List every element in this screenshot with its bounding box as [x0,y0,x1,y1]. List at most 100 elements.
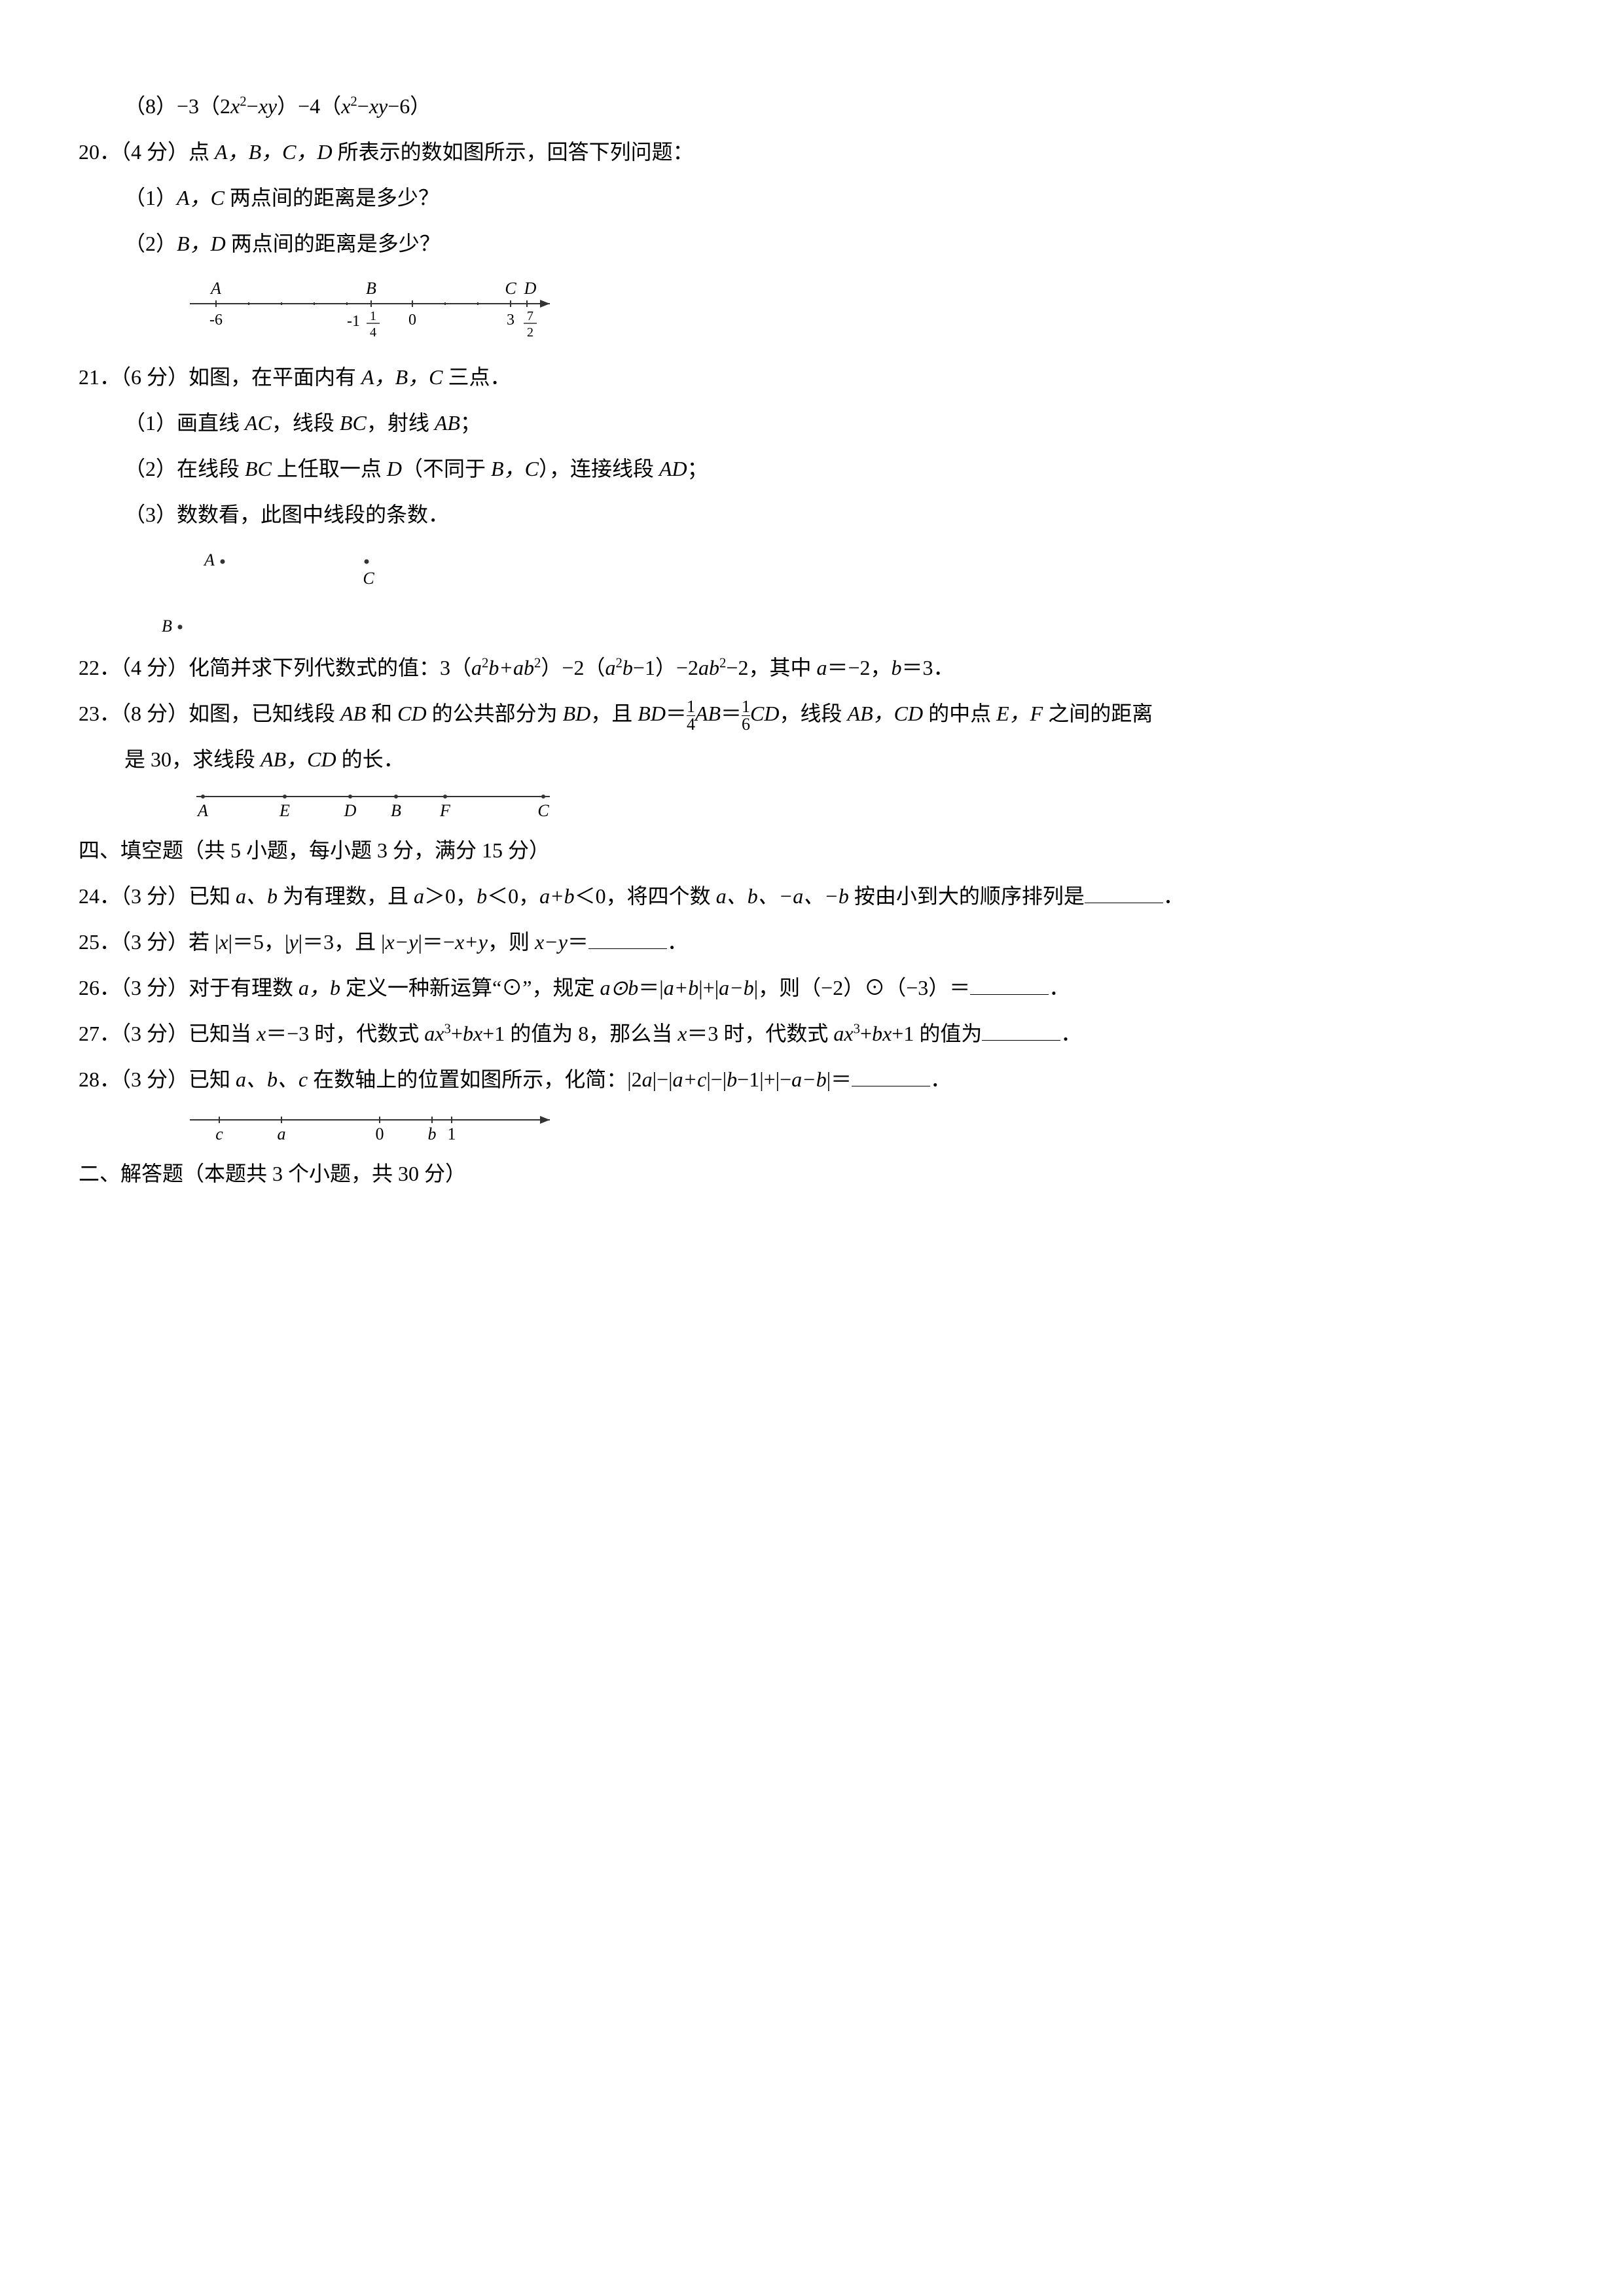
t: ＜0，将四个数 [575,884,711,908]
t: A，C [177,186,225,209]
t: a [816,656,827,679]
label-B: B [162,617,172,636]
section4: 四、填空题（共 5 小题，每小题 3 分，满分 15 分） [79,829,1545,871]
t: ＝3 时，代数式 [687,1022,828,1045]
t: b [623,656,633,679]
t: 是 30，求线段 [124,747,255,771]
t: ＝−2， [827,656,891,679]
label-3: 3 [507,312,514,329]
t: a−b [719,976,754,999]
t: 三点． [448,365,511,389]
label-A: A [209,279,221,298]
t: （2） [124,232,177,255]
t: a+b [539,884,575,908]
t: 23．（8 分）如图，已知线段 [79,702,335,725]
q20-s2: （2）B，D 两点间的距离是多少？ [79,223,1545,264]
label-B: B [366,279,376,298]
t: ； [460,411,481,435]
t: −2，其中 [726,656,811,679]
t: BC [245,457,272,480]
q23-figure: A E D B F C [183,787,1545,823]
t: + [860,1022,872,1045]
t: − [357,94,369,118]
t: |+| [698,976,719,999]
t: b [428,1124,437,1143]
t: ＝ [721,702,742,725]
t: A，B，C，D [215,140,333,164]
t: CD [397,702,426,725]
t: ． [930,1067,951,1091]
t: B，D [177,232,226,255]
t: ax [424,1022,444,1045]
q25: 25．（3 分）若 |x|＝5，|y|＝3，且 |x−y|＝−x+y，则 x−y… [79,921,1545,963]
t: 0 [376,1124,384,1143]
t: x [257,1022,266,1045]
t: D [344,801,357,820]
blank[interactable] [982,1019,1060,1041]
t: 两点间的距离是多少？ [231,232,441,255]
t: 24．（3 分）已知 [79,884,230,908]
blank[interactable] [970,973,1049,995]
blank[interactable] [852,1065,930,1086]
t: 26．（3 分）对于有理数 [79,976,293,999]
t: 22．（4 分）化简并求下列代数式的值：3（ [79,656,471,679]
t: bx [463,1022,482,1045]
t: ． [1060,1022,1081,1045]
t: （1） [124,186,177,209]
t: ），连接线段 [539,457,654,480]
t: 1 [742,697,750,716]
t: ＝ [666,702,687,725]
t: + [451,1022,463,1045]
t: b [727,1067,737,1091]
t: −1）−2 [633,656,698,679]
t: |−| [653,1067,673,1091]
t: |，则（−2）⊙（−3）＝ [754,976,971,999]
q28: 28．（3 分）已知 a、b、c 在数轴上的位置如图所示，化简：|2a|−|a+… [79,1058,1545,1100]
t: 为有理数，且 [283,884,408,908]
t: c [215,1124,223,1143]
t: ＝ [568,930,588,954]
t: （8）−3（2 [124,94,230,118]
t: a、b [236,884,278,908]
t: F [439,801,451,820]
t: a [414,884,424,908]
t: E [279,801,290,820]
t: ，射线 [367,411,429,435]
t: ． [1163,884,1184,908]
t: ＝3． [902,656,954,679]
t: −1|+|− [737,1067,791,1091]
t: a+b [664,976,699,999]
t: 25．（3 分）若 | [79,930,219,954]
q20-figure: A B C D -6 -1 1 4 0 3 7 2 [183,271,1545,350]
t: 6 [742,715,750,733]
q26: 26．（3 分）对于有理数 a，b 定义一种新运算“⊙”，规定 a⊙b＝|a+b… [79,967,1545,1009]
t: ． [667,930,688,954]
label-n6: -6 [209,312,223,329]
blank[interactable] [588,927,667,949]
blank[interactable] [1085,882,1163,903]
section2: 二、解答题（本题共 3 个小题，共 30 分） [79,1153,1545,1194]
t: a⊙b [600,976,638,999]
t: （不同于 [402,457,486,480]
q28-figure: c a b 0 1 [183,1107,1545,1146]
t: a [278,1124,286,1143]
t: 的公共部分为 [432,702,558,725]
label-0: 0 [408,312,416,329]
label-2: 2 [527,325,533,340]
t: x+y [455,930,488,954]
t: CD [750,702,779,725]
label-A: A [203,550,215,569]
t: 4 [687,715,695,733]
t: B [391,801,401,820]
t: 1 [687,697,695,716]
t: AC [245,411,272,435]
t: ＝| [638,976,663,999]
t: E，F [996,702,1043,725]
t: ＞0， [424,884,477,908]
q21-head: 21．（6 分）如图，在平面内有 A，B，C 三点． [79,356,1545,398]
t: AB [695,702,721,725]
t: +1 的值为 8，那么当 [482,1022,672,1045]
t: 二、解答题（本题共 3 个小题，共 30 分） [79,1162,466,1185]
t: 之间的距离 [1048,702,1153,725]
t: x−y [535,930,568,954]
